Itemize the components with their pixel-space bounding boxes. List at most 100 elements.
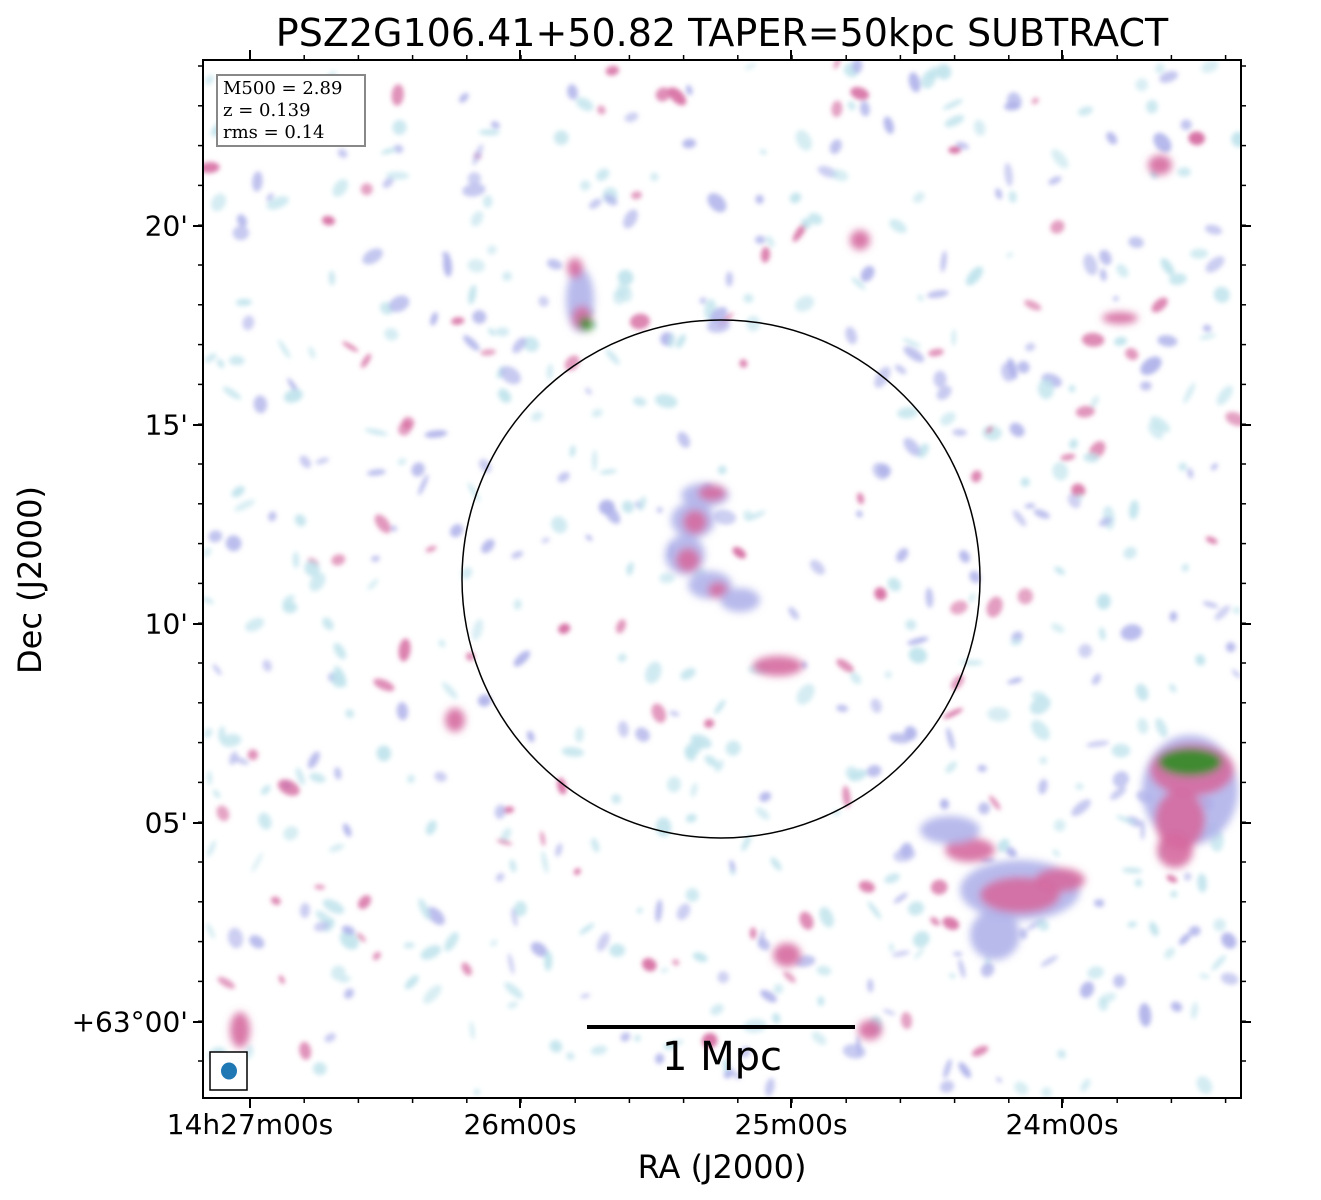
compact-source-north-part bbox=[579, 317, 593, 331]
noise-blob bbox=[1157, 335, 1178, 347]
noise-blob bbox=[810, 559, 825, 575]
noise-blob bbox=[867, 901, 882, 920]
noise-blob bbox=[1170, 1001, 1183, 1012]
noise-blob bbox=[391, 84, 404, 106]
noise-blob bbox=[917, 294, 924, 302]
noise-blob bbox=[1140, 356, 1162, 376]
noise-blob bbox=[1180, 119, 1192, 131]
noise-blob bbox=[1170, 890, 1178, 898]
noise-blob bbox=[470, 211, 484, 227]
noise-blob bbox=[540, 831, 546, 847]
noise-blob bbox=[1127, 921, 1137, 928]
noise-blob bbox=[1057, 1049, 1067, 1059]
noise-blob bbox=[1076, 494, 1083, 501]
noise-blob bbox=[588, 198, 602, 209]
bright-knots-part bbox=[230, 1012, 250, 1048]
noise-blob bbox=[1190, 1002, 1199, 1020]
noise-blob bbox=[783, 971, 796, 983]
noise-blob bbox=[551, 516, 568, 534]
y-tick-label: 20' bbox=[144, 209, 188, 243]
noise-blob bbox=[744, 63, 757, 70]
bright-knots-part bbox=[1102, 312, 1138, 324]
noise-blob bbox=[222, 386, 241, 400]
noise-blob bbox=[710, 307, 728, 323]
noise-blob bbox=[495, 327, 510, 337]
noise-blob bbox=[1075, 405, 1095, 418]
noise-blob bbox=[299, 902, 311, 918]
noise-blob bbox=[676, 903, 691, 921]
noise-blob bbox=[913, 931, 930, 948]
noise-blob bbox=[1008, 190, 1017, 203]
noise-blob bbox=[513, 650, 531, 667]
noise-blob bbox=[512, 337, 527, 354]
noise-blob bbox=[585, 534, 593, 541]
noise-blob bbox=[604, 194, 618, 206]
noise-blob bbox=[441, 251, 450, 259]
noise-blob bbox=[626, 565, 631, 573]
noise-blob bbox=[959, 550, 971, 563]
noise-blob bbox=[997, 838, 1010, 853]
noise-blob bbox=[553, 130, 569, 146]
noise-blob bbox=[509, 859, 517, 873]
noise-blob bbox=[1068, 385, 1076, 393]
noise-blob bbox=[1048, 176, 1062, 185]
noise-blob bbox=[211, 193, 227, 212]
noise-blob bbox=[1039, 756, 1048, 765]
bright-knots-part bbox=[445, 708, 465, 732]
noise-blob bbox=[495, 872, 505, 882]
noise-blob bbox=[403, 942, 415, 949]
noise-blob bbox=[337, 148, 348, 159]
noise-blob bbox=[370, 555, 381, 562]
noise-blob bbox=[596, 932, 610, 952]
noise-blob bbox=[242, 315, 255, 331]
noise-blob bbox=[1123, 546, 1137, 559]
noise-blob bbox=[1052, 462, 1069, 481]
noise-blob bbox=[472, 144, 484, 166]
plot-frame bbox=[202, 59, 1242, 1099]
noise-blob bbox=[283, 389, 303, 403]
noise-blob bbox=[617, 653, 627, 663]
noise-blob bbox=[392, 119, 407, 135]
noise-blob bbox=[952, 951, 963, 957]
noise-blob bbox=[360, 183, 373, 196]
noise-blob bbox=[945, 761, 957, 774]
noise-blob bbox=[952, 428, 967, 437]
noise-blob bbox=[667, 776, 681, 793]
noise-blob bbox=[270, 896, 281, 905]
noise-blob bbox=[418, 474, 429, 496]
noise-blob bbox=[1071, 799, 1091, 817]
noise-blob bbox=[334, 767, 342, 780]
noise-blob bbox=[725, 740, 741, 756]
noise-blob bbox=[1221, 932, 1237, 949]
noise-blob bbox=[450, 523, 463, 538]
noise-blob bbox=[585, 387, 592, 395]
noise-blob bbox=[884, 671, 892, 679]
noise-blob bbox=[1069, 438, 1078, 450]
noise-blob bbox=[1146, 99, 1158, 114]
noise-blob bbox=[203, 728, 213, 739]
noise-blob bbox=[950, 600, 968, 615]
noise-blob bbox=[1122, 867, 1143, 874]
noise-blob bbox=[675, 334, 686, 349]
noise-blob bbox=[212, 789, 221, 799]
noise-blob bbox=[342, 341, 359, 352]
noise-blob bbox=[759, 791, 772, 802]
noise-blob bbox=[322, 617, 334, 631]
noise-blob bbox=[637, 907, 643, 914]
noise-blob bbox=[1054, 566, 1066, 575]
noise-blob bbox=[393, 144, 404, 154]
bright-knots-part bbox=[773, 943, 801, 967]
noise-blob bbox=[580, 180, 591, 191]
noise-blob bbox=[496, 839, 513, 846]
noise-blob bbox=[425, 820, 437, 835]
noise-blob bbox=[611, 793, 622, 804]
noise-blob bbox=[566, 1052, 575, 1060]
noise-blob bbox=[596, 168, 610, 181]
noise-blob bbox=[772, 1012, 781, 1024]
noise-blob bbox=[893, 892, 908, 904]
noise-blob bbox=[468, 284, 477, 305]
noise-blob bbox=[714, 699, 726, 715]
noise-blob bbox=[229, 751, 238, 766]
noise-blob bbox=[884, 873, 900, 884]
noise-blob bbox=[425, 545, 437, 553]
